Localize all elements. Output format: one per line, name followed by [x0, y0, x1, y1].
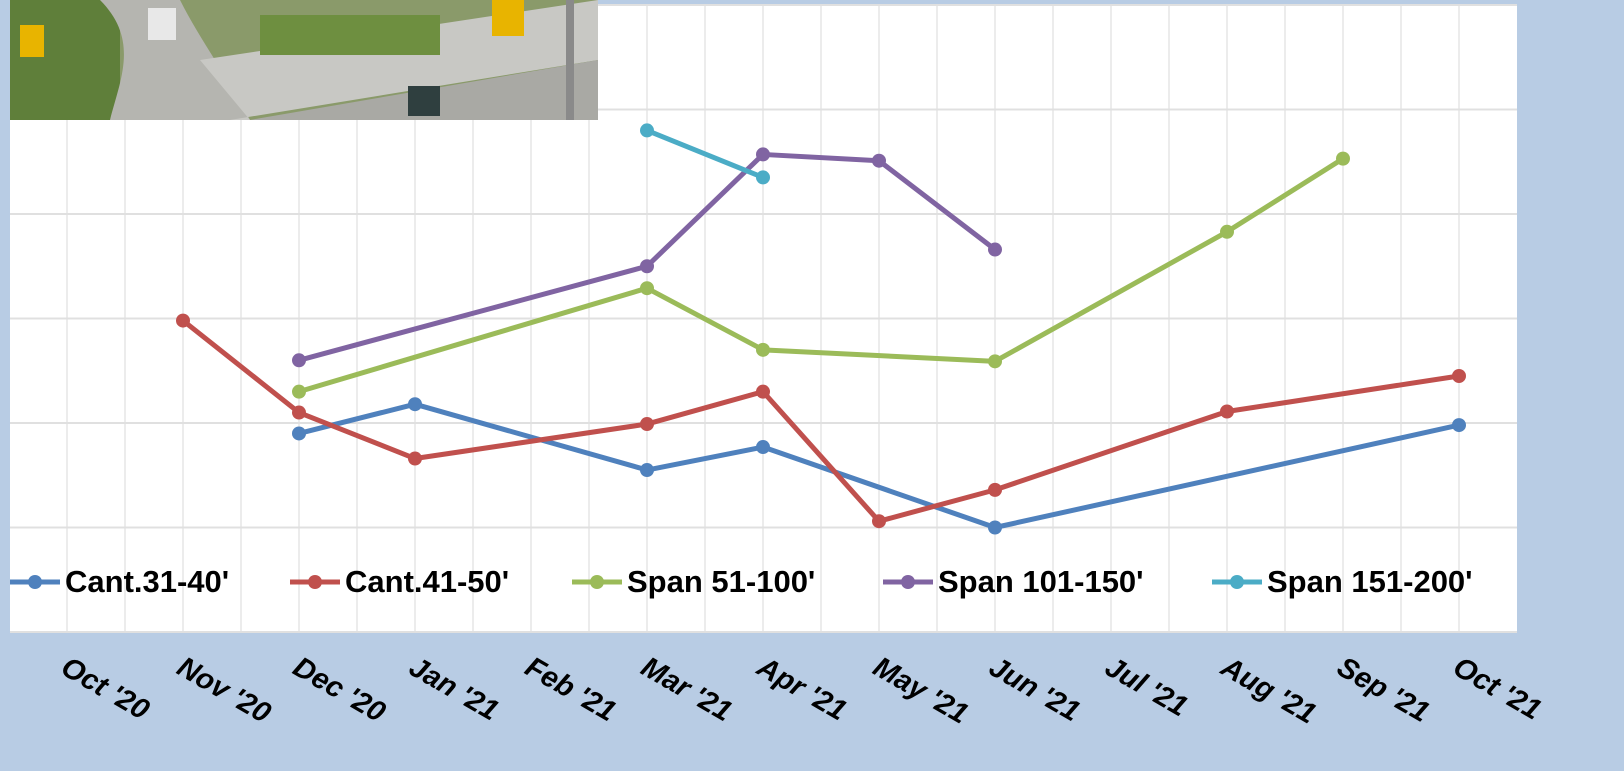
photo-sign	[20, 25, 44, 57]
legend-label: Span 51-100'	[627, 564, 815, 599]
x-tick-label: Sep '21	[1332, 651, 1435, 729]
data-point	[1336, 152, 1350, 166]
legend-label: Span 151-200'	[1267, 564, 1473, 599]
data-point	[292, 406, 306, 420]
x-tick-label: Nov '20	[172, 651, 276, 730]
data-point	[756, 385, 770, 399]
photo-bus	[492, 0, 524, 36]
x-tick-label: Oct '21	[1448, 651, 1547, 726]
data-point	[988, 483, 1002, 497]
data-point	[756, 343, 770, 357]
data-point	[408, 397, 422, 411]
data-point	[640, 123, 654, 137]
x-tick-label: Jul '21	[1100, 651, 1193, 723]
data-point	[292, 385, 306, 399]
legend-marker	[28, 575, 42, 589]
legend-marker	[308, 575, 322, 589]
data-point	[1220, 225, 1234, 239]
x-tick-label: Apr '21	[751, 650, 852, 727]
data-point	[292, 353, 306, 367]
data-point	[292, 426, 306, 440]
legend-marker	[1230, 575, 1244, 589]
chart: Cant.31-40' Cant.41-50' Span 51-100' Span 1…	[0, 0, 1624, 771]
legend-marker	[901, 575, 915, 589]
photo-van	[148, 8, 176, 40]
photo-grass	[10, 0, 120, 120]
data-point	[988, 354, 1002, 368]
x-tick-label: Jun '21	[984, 651, 1086, 728]
x-tick-label: Oct '20	[56, 651, 155, 726]
legend-label: Span 101-150'	[938, 564, 1144, 599]
data-point	[176, 314, 190, 328]
data-point	[640, 281, 654, 295]
x-tick-label: Mar '21	[636, 651, 738, 728]
x-tick-label: May '21	[868, 651, 974, 731]
data-point	[872, 514, 886, 528]
data-point	[872, 154, 886, 168]
page: Cant.31-40' Cant.41-50' Span 51-100' Span 1…	[0, 0, 1624, 771]
data-point	[988, 243, 1002, 257]
x-tick-label: Dec '20	[288, 651, 391, 729]
data-point	[756, 440, 770, 454]
data-point	[1452, 369, 1466, 383]
x-tick-label: Jan '21	[404, 651, 504, 727]
data-point	[756, 170, 770, 184]
data-point	[1452, 418, 1466, 432]
x-tick-label: Aug '21	[1215, 650, 1322, 730]
photo-pole	[566, 0, 574, 120]
data-point	[640, 417, 654, 431]
x-tick-label: Feb '21	[520, 651, 622, 728]
data-point	[756, 147, 770, 161]
data-point	[1220, 405, 1234, 419]
legend-label: Cant.31-40'	[65, 564, 229, 599]
data-point	[408, 452, 422, 466]
data-point	[988, 521, 1002, 535]
photo-grass	[260, 15, 440, 55]
data-point	[640, 463, 654, 477]
photo	[10, 0, 598, 120]
photo-car	[408, 86, 440, 116]
data-point	[640, 259, 654, 273]
legend-marker	[590, 575, 604, 589]
legend-label: Cant.41-50'	[345, 564, 509, 599]
